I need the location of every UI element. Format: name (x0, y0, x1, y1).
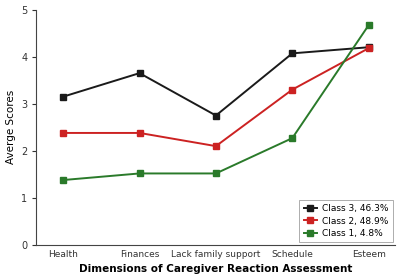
Class 1, 4.8% (137, 172, 142, 175)
Class 3, 46.3% (366, 46, 371, 49)
Class 3, 46.3% (137, 71, 142, 75)
Line: Class 1, 4.8%: Class 1, 4.8% (60, 22, 371, 183)
Y-axis label: Averge Scores: Averge Scores (6, 90, 16, 164)
Class 2, 48.9% (61, 131, 65, 135)
Class 1, 4.8% (61, 178, 65, 182)
Class 3, 46.3% (290, 52, 295, 55)
Class 2, 48.9% (366, 46, 371, 50)
Class 1, 4.8% (290, 136, 295, 140)
Class 2, 48.9% (213, 144, 218, 148)
Class 3, 46.3% (213, 114, 218, 117)
Class 2, 48.9% (290, 88, 295, 91)
Class 1, 4.8% (366, 24, 371, 27)
Class 3, 46.3% (61, 95, 65, 98)
Class 2, 48.9% (137, 131, 142, 135)
Line: Class 3, 46.3%: Class 3, 46.3% (60, 45, 371, 118)
Class 1, 4.8% (213, 172, 218, 175)
Legend: Class 3, 46.3%, Class 2, 48.9%, Class 1, 4.8%: Class 3, 46.3%, Class 2, 48.9%, Class 1,… (299, 200, 393, 242)
Line: Class 2, 48.9%: Class 2, 48.9% (60, 45, 371, 149)
X-axis label: Dimensions of Caregiver Reaction Assessment: Dimensions of Caregiver Reaction Assessm… (79, 264, 352, 274)
